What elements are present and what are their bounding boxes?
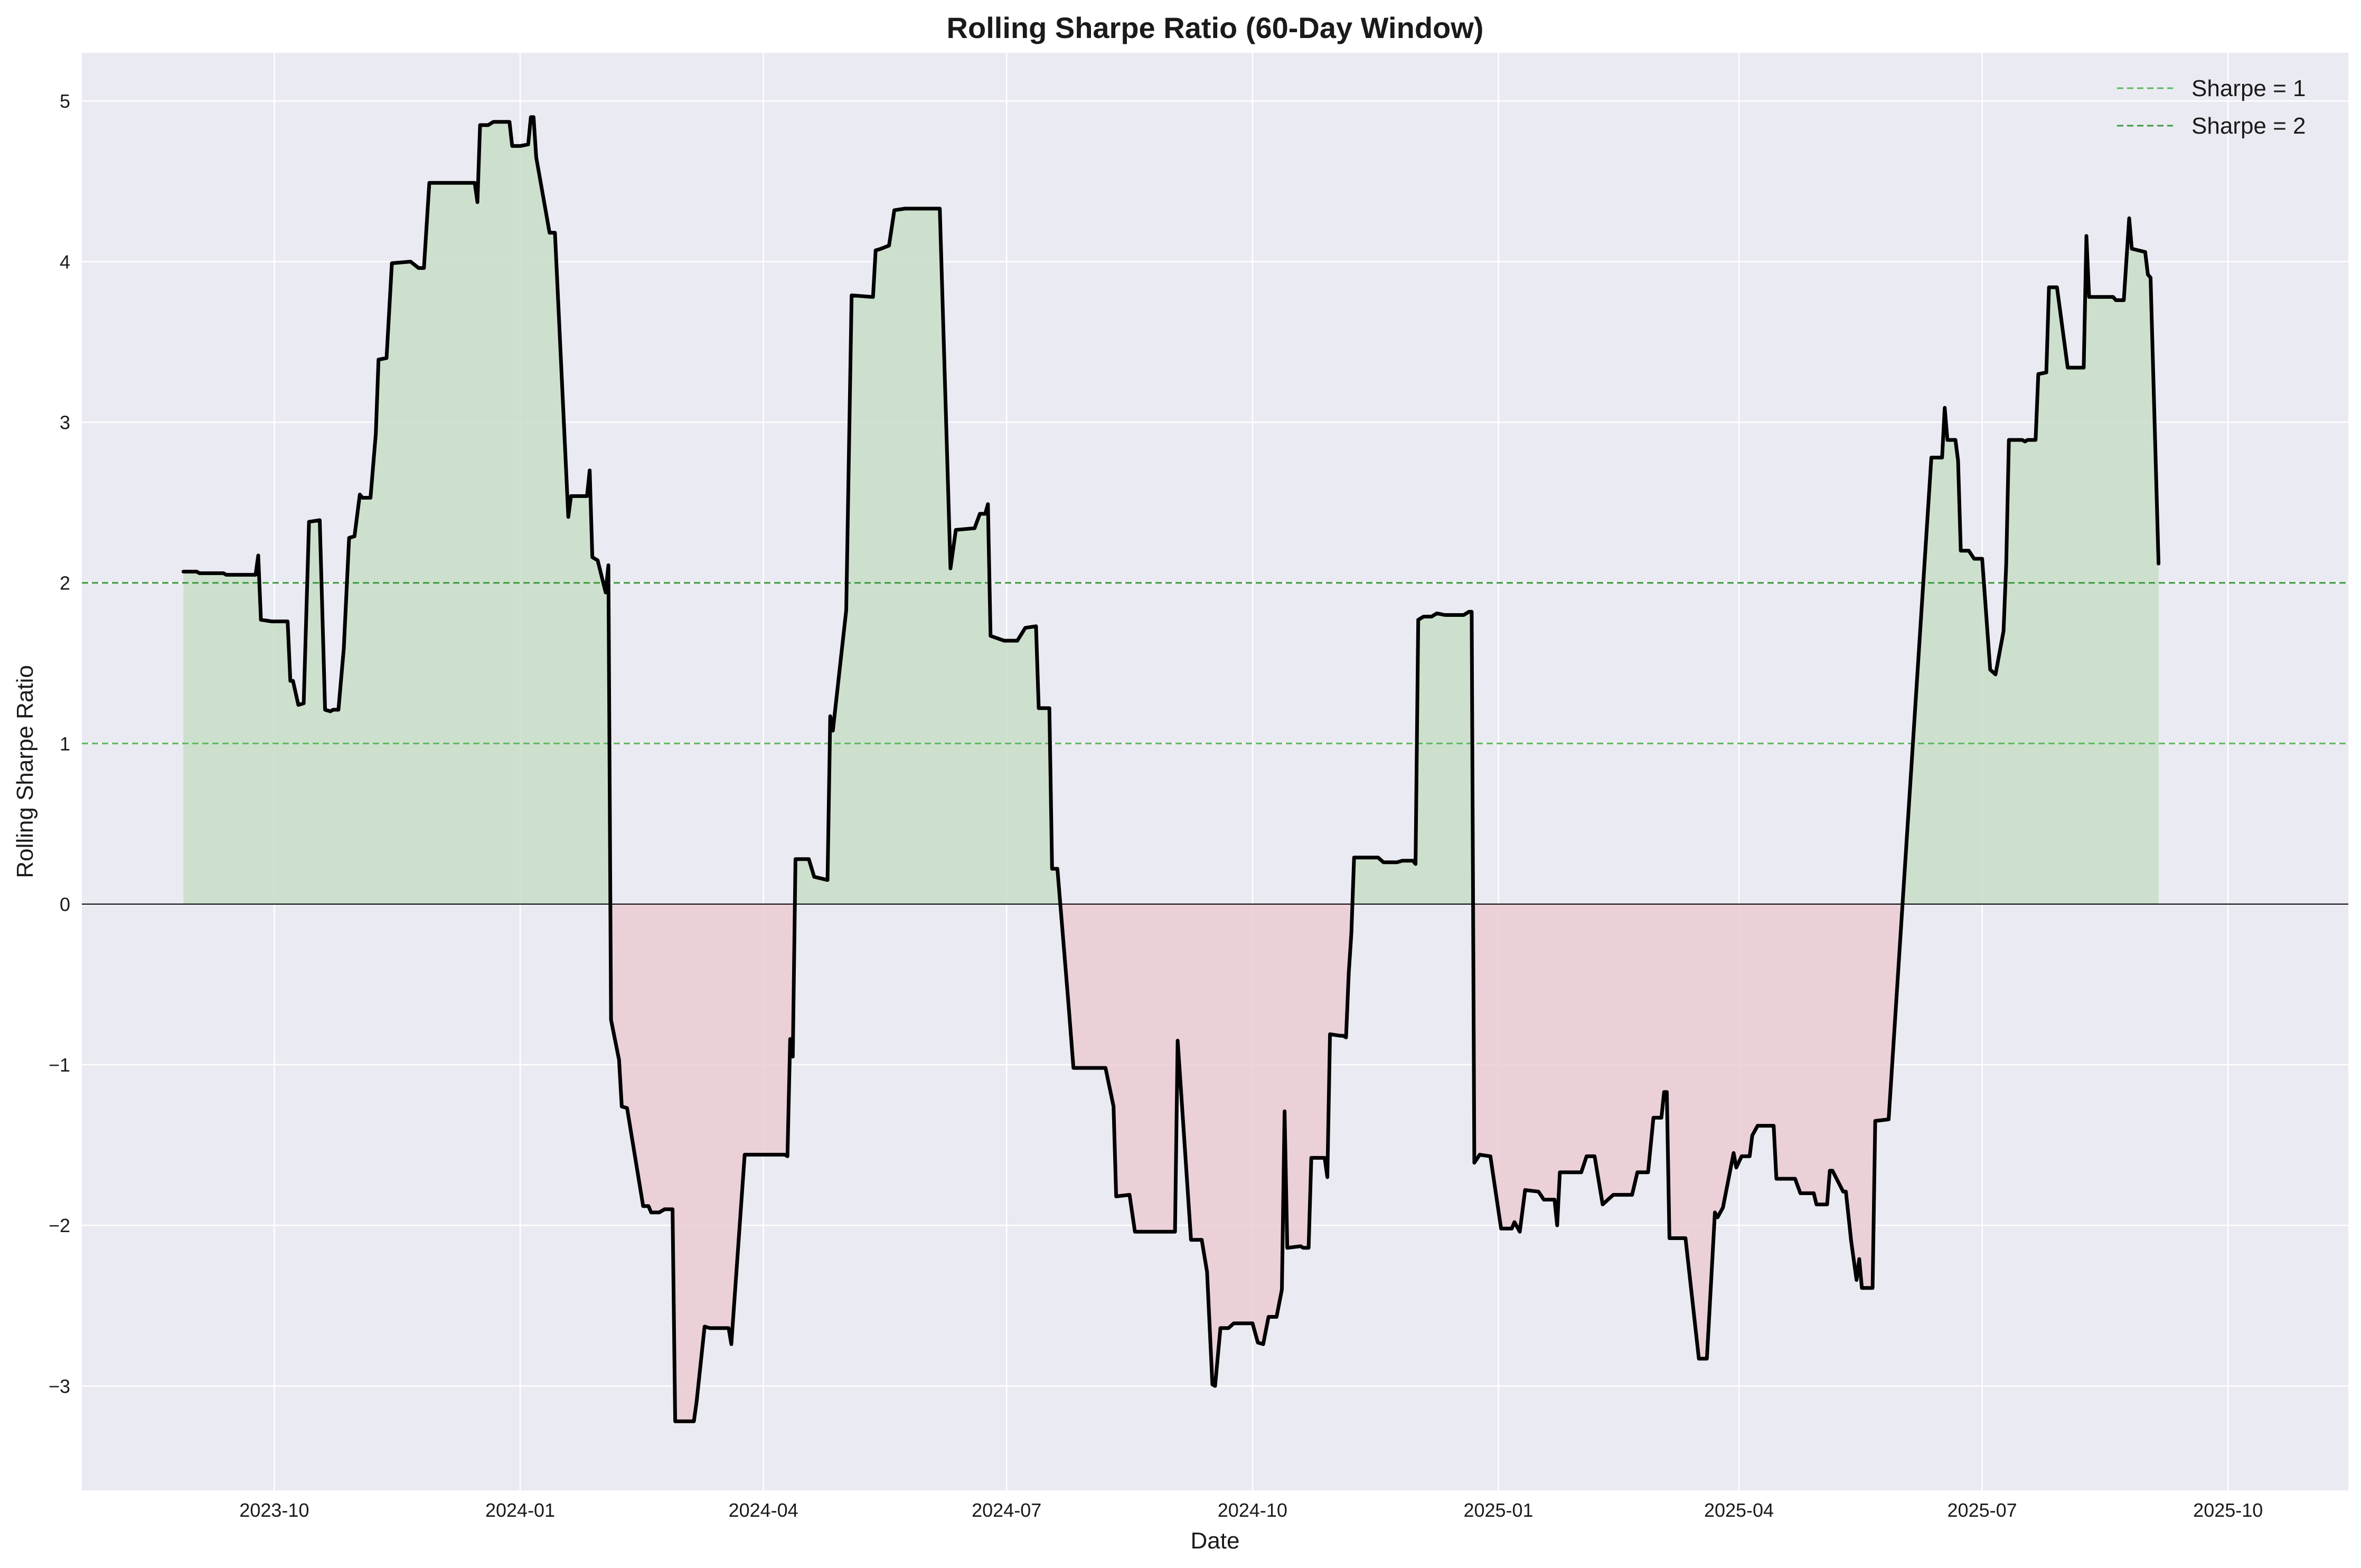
- x-tick-label: 2024-07: [972, 1499, 1041, 1521]
- legend-label-sharpe-2: Sharpe = 2: [2191, 113, 2306, 139]
- y-tick-label: 2: [60, 572, 70, 594]
- x-tick-label: 2024-10: [1218, 1499, 1287, 1521]
- positive-area-fill: [1352, 612, 1473, 904]
- legend-label-sharpe-1: Sharpe = 1: [2191, 76, 2306, 101]
- x-tick-label: 2023-10: [239, 1499, 309, 1521]
- reference-lines: [82, 582, 2348, 905]
- y-tick-label: 4: [60, 251, 70, 273]
- y-tick-label: 5: [60, 90, 70, 112]
- x-tick-label: 2024-04: [729, 1499, 798, 1521]
- y-tick-label: 3: [60, 412, 70, 434]
- x-axis-label: Date: [1191, 1528, 1240, 1554]
- x-tick-label: 2025-07: [1948, 1499, 2017, 1521]
- negative-area-fill: [610, 904, 795, 1422]
- axis-ticks: 5 4 3 2 1 0 −1 −2 −3 2023-10 2024-01 2024-04 2024-07…: [49, 90, 2263, 1521]
- y-axis-label: Rolling Sharpe Ratio: [12, 665, 38, 878]
- x-tick-label: 2025-01: [1463, 1499, 1533, 1521]
- x-tick-label: 2025-10: [2193, 1499, 2263, 1521]
- positive-area-fill: [1902, 218, 2159, 904]
- positive-area-fill: [183, 117, 610, 904]
- y-tick-label: 0: [60, 894, 70, 915]
- area-fills: [183, 117, 2159, 1422]
- x-tick-label: 2025-04: [1704, 1499, 1774, 1521]
- chart-title: Rolling Sharpe Ratio (60-Day Window): [947, 11, 1484, 44]
- y-tick-label: 1: [60, 733, 70, 755]
- positive-area-fill: [795, 209, 1060, 904]
- y-tick-label: −2: [49, 1215, 70, 1236]
- y-tick-label: −1: [49, 1054, 70, 1076]
- series-line: [181, 115, 2161, 1423]
- series-line-group: [181, 115, 2161, 1423]
- legend: Sharpe = 1 Sharpe = 2: [2117, 76, 2306, 139]
- negative-area-fill: [1473, 904, 1903, 1359]
- negative-area-fill: [1060, 904, 1353, 1386]
- y-tick-label: −3: [49, 1375, 70, 1397]
- x-tick-label: 2024-01: [485, 1499, 555, 1521]
